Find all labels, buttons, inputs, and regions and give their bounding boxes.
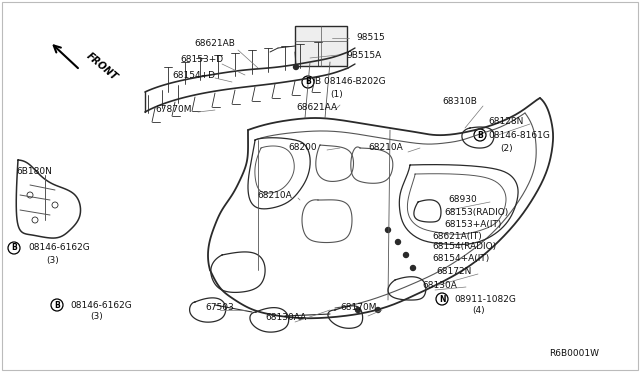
- Text: 68130AA: 68130AA: [265, 314, 307, 323]
- Text: 67870M: 67870M: [155, 106, 191, 115]
- Text: 68154+A(IT): 68154+A(IT): [432, 253, 489, 263]
- Bar: [295, 26, 347, 66]
- Circle shape: [396, 240, 401, 244]
- Text: 68154(RADIO): 68154(RADIO): [432, 243, 496, 251]
- Circle shape: [403, 253, 408, 257]
- Text: 68310B: 68310B: [442, 97, 477, 106]
- Text: (2): (2): [500, 144, 513, 153]
- Text: 68170M: 68170M: [340, 304, 376, 312]
- Text: N: N: [439, 295, 445, 304]
- Text: 08146-6162G: 08146-6162G: [28, 244, 90, 253]
- Text: B: B: [54, 301, 60, 310]
- Text: 08911-1082G: 08911-1082G: [454, 295, 516, 304]
- Text: 68210A: 68210A: [368, 144, 403, 153]
- Circle shape: [385, 228, 390, 232]
- Text: 68172N: 68172N: [436, 267, 472, 276]
- Text: 68154+D: 68154+D: [172, 71, 215, 80]
- Text: 68930: 68930: [448, 196, 477, 205]
- Text: 9B515A: 9B515A: [346, 51, 381, 60]
- Text: R6B0001W: R6B0001W: [549, 350, 599, 359]
- Text: 68153+D: 68153+D: [180, 55, 223, 64]
- Circle shape: [294, 64, 298, 70]
- Text: 08146-6162G: 08146-6162G: [70, 301, 132, 310]
- Circle shape: [376, 308, 381, 312]
- Text: 68621AB: 68621AB: [194, 39, 235, 48]
- Text: FRONT: FRONT: [85, 51, 120, 82]
- Text: B: B: [11, 244, 17, 253]
- Text: B: B: [305, 77, 311, 87]
- Text: B 08146-B202G: B 08146-B202G: [315, 77, 386, 87]
- Text: B: B: [477, 131, 483, 140]
- Text: 68153(RADIO): 68153(RADIO): [444, 208, 508, 218]
- Text: (1): (1): [330, 90, 343, 99]
- Text: 08146-8161G: 08146-8161G: [488, 131, 550, 140]
- Text: 68621AA: 68621AA: [296, 103, 337, 112]
- Text: 6B180N: 6B180N: [16, 167, 52, 176]
- Text: 67503: 67503: [205, 304, 234, 312]
- Text: 68621A(IT): 68621A(IT): [432, 231, 482, 241]
- Text: 68210A: 68210A: [257, 192, 292, 201]
- Text: (4): (4): [472, 307, 484, 315]
- Text: 68153+A(IT): 68153+A(IT): [444, 219, 501, 228]
- Text: 68200: 68200: [288, 144, 317, 153]
- Text: 98515: 98515: [356, 33, 385, 42]
- Text: (3): (3): [90, 312, 103, 321]
- Text: (3): (3): [46, 256, 59, 264]
- Text: 68128N: 68128N: [488, 118, 524, 126]
- Text: 68130A: 68130A: [422, 280, 457, 289]
- Circle shape: [355, 308, 360, 312]
- Circle shape: [410, 266, 415, 270]
